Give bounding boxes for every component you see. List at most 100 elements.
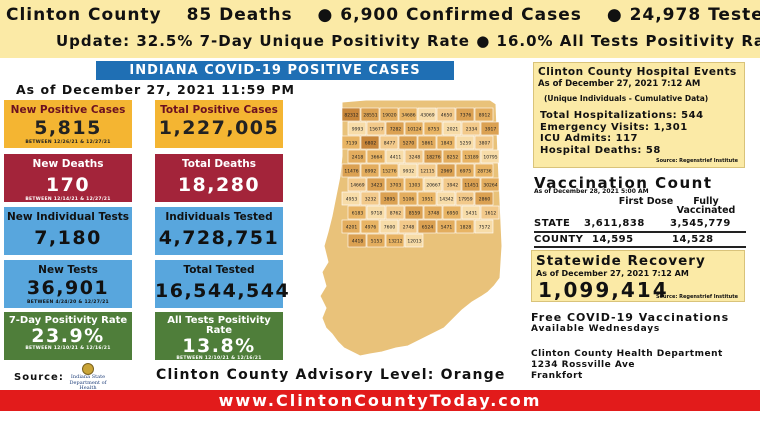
county-case-count: 13212	[388, 239, 402, 245]
county-case-count: 15677	[369, 127, 383, 133]
top-banner: Clinton County 85 Deaths ● 6,900 Confirm…	[0, 0, 760, 58]
banner-county: Clinton County	[6, 5, 162, 25]
county-cell	[341, 163, 361, 178]
card-value: 4,728,751	[158, 227, 280, 249]
county-cell	[455, 135, 475, 150]
county-cell	[347, 205, 367, 220]
county-cell	[455, 191, 475, 206]
county-cell	[398, 191, 418, 206]
hospital-list: Total Hospitalizations: 544 Emergency Vi…	[540, 110, 704, 156]
vaccination-county-label: COUNTY	[534, 234, 584, 245]
county-cell	[442, 149, 462, 164]
vaccination-col-first: First Dose	[618, 196, 674, 207]
county-case-count: 2860	[479, 197, 491, 203]
vaccination-county-first: 14,595	[592, 234, 634, 245]
card-value: 16,544,544	[155, 280, 291, 302]
address-line3: Frankfort	[531, 371, 583, 381]
vaccination-date: As of December 28, 2021 5:00 AM	[534, 188, 649, 195]
county-case-count: 5471	[441, 225, 453, 231]
county-case-count: 3423	[371, 183, 383, 189]
hospital-source: Source: Regenstrief Institute	[655, 158, 738, 164]
county-cell	[461, 205, 481, 220]
card-new-tests: New Tests 36,901 BETWEEN 4/24/20 & 12/27…	[4, 260, 132, 308]
county-case-count: 6975	[460, 169, 472, 175]
county-case-count: 12115	[420, 169, 434, 175]
county-case-count: 1951	[422, 197, 434, 203]
banner-update: Update: 32.5% 7-Day Unique Positivity Ra…	[56, 32, 760, 50]
vaccination-county-full: 14,528	[672, 234, 714, 245]
county-case-count: 4650	[441, 113, 453, 119]
county-cell	[436, 163, 456, 178]
hospital-item-icu: ICU Admits: 117	[540, 133, 638, 144]
county-cell	[360, 219, 380, 234]
county-cell	[442, 121, 462, 136]
county-cell	[480, 177, 500, 192]
hospital-item-deaths: Hospital Deaths: 58	[540, 144, 661, 156]
vaccination-divider	[534, 231, 746, 233]
county-cell	[341, 135, 361, 150]
county-case-count: 18276	[426, 155, 440, 161]
county-case-count: 3664	[371, 155, 383, 161]
card-note: BETWEEN 12/10/21 & 12/16/21	[176, 356, 262, 361]
county-case-count: 8912	[479, 113, 491, 119]
county-cell	[366, 205, 386, 220]
county-case-count: 3895	[384, 197, 396, 203]
vaccination-col-full: Fully Vaccinated	[676, 196, 736, 216]
card-note: BETWEEN 12/10/21 & 12/16/21	[25, 346, 111, 351]
county-case-count: 10795	[483, 155, 497, 161]
county-case-count: 2969	[441, 169, 453, 175]
hospital-title: Clinton County Hospital Events	[538, 66, 737, 78]
county-case-count: 5270	[403, 141, 415, 147]
county-case-count: 34686	[401, 113, 415, 119]
card-total-positive: Total Positive Cases 1,227,005	[155, 100, 283, 148]
county-cell	[379, 163, 399, 178]
card-value: 23.9%	[31, 325, 105, 347]
county-cell	[436, 191, 456, 206]
address-line2: 1234 Rossville Ave	[531, 360, 635, 370]
county-cell	[404, 205, 424, 220]
county-cell	[341, 219, 361, 234]
banner-confirmed: ● 6,900 Confirmed Cases	[317, 5, 582, 25]
county-case-count: 11451	[464, 183, 478, 189]
county-cell	[480, 205, 500, 220]
county-cell	[366, 177, 386, 192]
county-cell	[404, 149, 424, 164]
county-case-count: 3917	[485, 127, 497, 133]
card-note: BETWEEN 12/14/21 & 12/27/21	[25, 197, 111, 202]
county-case-count: 8559	[409, 211, 421, 217]
county-cell	[385, 149, 405, 164]
county-cell	[398, 107, 418, 122]
card-value: 1,227,005	[158, 117, 280, 139]
county-cell	[417, 107, 437, 122]
county-cell	[423, 121, 443, 136]
county-cell	[404, 177, 424, 192]
county-case-count: 1612	[485, 211, 497, 217]
county-case-count: 2748	[403, 225, 415, 231]
county-case-count: 6183	[352, 211, 364, 217]
county-cell	[417, 219, 437, 234]
as-of-date: As of December 27, 2021 11:59 PM	[16, 82, 295, 97]
county-cell	[360, 135, 380, 150]
card-label: New Deaths	[32, 158, 104, 170]
county-case-count: 4201	[346, 225, 358, 231]
county-case-count: 4976	[365, 225, 377, 231]
county-case-count: 7600	[384, 225, 396, 231]
card-value: 13.8%	[182, 335, 256, 357]
county-cell	[474, 191, 494, 206]
card-total-deaths: Total Deaths 18,280	[155, 154, 283, 202]
county-case-count: 14342	[439, 197, 453, 203]
county-cell	[360, 107, 380, 122]
website-footer[interactable]: www.ClintonCountyToday.com	[0, 390, 760, 411]
county-cell	[461, 121, 481, 136]
vaccination-state-first: 3,611,838	[584, 218, 645, 229]
county-case-count: 3232	[365, 197, 377, 203]
health-dept-address: Clinton County Health Department 1234 Ro…	[531, 349, 723, 382]
card-label: Total Positive Cases	[160, 104, 278, 116]
card-value: 36,901	[26, 277, 110, 299]
county-case-count: 5861	[422, 141, 434, 147]
statewide-recovery-panel: Statewide Recovery As of December 27, 20…	[531, 250, 745, 302]
county-case-count: 3807	[479, 141, 491, 147]
county-cell	[474, 107, 494, 122]
county-case-count: 30264	[483, 183, 497, 189]
card-label: New Tests	[38, 264, 98, 276]
